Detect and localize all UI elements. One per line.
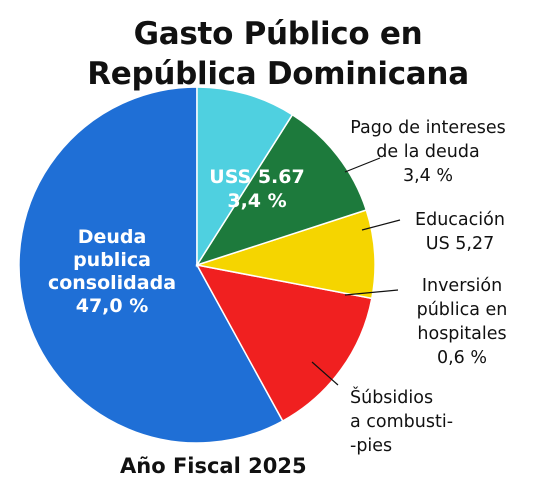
slice-inside-label-line: consolidada bbox=[48, 272, 176, 294]
chart-title-line-1: Gasto Público en bbox=[133, 16, 423, 52]
pie-slice-deuda bbox=[18, 86, 284, 444]
slice-outside-label-intereses: Pago de intereses de la deuda 3,4 % bbox=[350, 118, 505, 186]
slice-outside-label-line: hospitales bbox=[417, 324, 506, 344]
slice-outside-label-line: a combusti- bbox=[350, 412, 453, 432]
slice-outside-label-line: 3,4 % bbox=[403, 166, 453, 186]
slice-inside-label-deuda: Deuda publica consolidada 47,0 % bbox=[48, 226, 176, 317]
slice-outside-label-line: Inversión bbox=[422, 276, 502, 296]
pie-slice-intereses bbox=[195, 263, 373, 423]
pie-slice-subsidios bbox=[196, 86, 294, 268]
slice-outside-label-educacion: Educación US 5,27 bbox=[415, 210, 505, 254]
slice-inside-label-line: 3,4 % bbox=[227, 190, 286, 212]
slice-outside-label-line: de la deuda bbox=[376, 142, 479, 162]
slice-inside-label-intereses: USS 5.67 3,4 % bbox=[209, 166, 304, 212]
slice-outside-label-line: Pago de intereses bbox=[350, 118, 505, 138]
slice-outside-label-line: 0,6 % bbox=[437, 348, 487, 368]
pie-slice-inversion bbox=[195, 113, 368, 267]
slice-outside-label-line: US 5,27 bbox=[426, 234, 494, 254]
chart-title-line-2: República Dominicana bbox=[87, 56, 469, 92]
slice-inside-label-line: USS 5.67 bbox=[209, 166, 304, 188]
chart-footer: Año Fiscal 2025 bbox=[120, 454, 307, 478]
slice-outside-label-line: Šúbsidios bbox=[350, 386, 433, 408]
pie-slice-educacion bbox=[196, 209, 376, 300]
slice-outside-label-inversion: Inversión pública en hospitales 0,6 % bbox=[417, 276, 508, 368]
slice-outside-label-line: pública en bbox=[417, 300, 508, 320]
leader-line-educacion bbox=[361, 219, 401, 231]
slice-outside-label-subsidios: Šúbsidios a combusti- -pies bbox=[350, 386, 453, 456]
slice-outside-label-line: Educación bbox=[415, 210, 505, 230]
slice-outside-label-line: -pies bbox=[350, 436, 392, 456]
leader-line-intereses bbox=[344, 157, 381, 173]
slice-inside-label-line: Deuda bbox=[78, 226, 147, 248]
slice-inside-label-line: 47,0 % bbox=[76, 295, 149, 317]
slice-inside-label-line: publica bbox=[73, 249, 151, 271]
leader-line-subsidios bbox=[311, 361, 339, 386]
leader-line-inversion bbox=[344, 289, 399, 296]
